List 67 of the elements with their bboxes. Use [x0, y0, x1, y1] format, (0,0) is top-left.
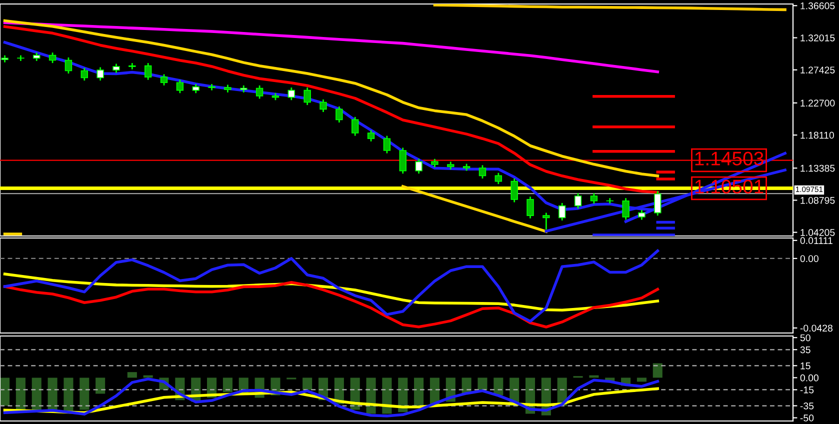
candlestick	[304, 86, 311, 106]
candlestick	[638, 209, 646, 220]
line-series	[3, 280, 660, 328]
candlestick	[383, 135, 391, 154]
candlestick	[48, 52, 56, 64]
candlestick	[494, 172, 502, 185]
y-tick-label: 1.32015	[800, 34, 835, 42]
y-tick-label: 0.01111	[800, 237, 832, 244]
candlestick	[160, 74, 168, 86]
candlestick	[510, 178, 518, 203]
candlestick	[176, 79, 184, 94]
bar	[80, 378, 90, 410]
bar	[127, 372, 137, 378]
candlestick	[526, 196, 534, 220]
candlestick	[96, 66, 104, 82]
bar	[222, 378, 232, 392]
bar	[64, 378, 74, 412]
candlestick	[336, 106, 343, 124]
candlestick	[478, 164, 486, 180]
candlestick	[399, 147, 406, 174]
candlestick	[288, 86, 296, 101]
bar	[302, 378, 312, 390]
candlestick	[654, 190, 662, 216]
bar	[96, 378, 106, 394]
line-series	[3, 249, 660, 323]
bar	[652, 363, 662, 378]
line-series	[3, 21, 660, 74]
bar	[48, 378, 58, 410]
candlestick	[320, 98, 327, 113]
candlestick	[590, 192, 598, 204]
candlestick	[415, 158, 422, 174]
y-tick-label: 1.18110	[800, 132, 834, 139]
y-tick-label: 1.13385	[800, 164, 835, 172]
candlestick	[64, 56, 72, 74]
y-tick-label: -0.0428	[800, 324, 832, 332]
candlestick	[558, 202, 566, 222]
y-tick-label: 15	[800, 362, 810, 370]
candlestick	[622, 197, 630, 220]
candlestick	[542, 212, 550, 230]
y-tick-label: 1.27425	[800, 66, 835, 74]
bar	[0, 378, 10, 406]
y-tick-label: -35	[800, 402, 814, 410]
candlestick	[80, 67, 88, 82]
y-tick-label: 35	[800, 346, 810, 354]
y-tick-label: -50	[800, 414, 814, 422]
candlestick	[367, 130, 375, 142]
bar	[478, 378, 488, 390]
y-tick-label: 1.36605	[800, 2, 835, 10]
candlestick	[112, 63, 120, 74]
y-tick-label: 1.08795	[800, 196, 835, 204]
candlestick	[192, 83, 200, 94]
annotation: 1.10501	[695, 180, 764, 194]
candlestick	[256, 84, 264, 100]
bar	[16, 378, 26, 410]
candlestick	[574, 192, 582, 210]
y-tick-label: 1.22700	[800, 100, 835, 107]
y-tick-label: -15	[800, 386, 814, 394]
y-tick-label: 1.04205	[800, 229, 835, 236]
candlestick	[351, 116, 359, 137]
y-tick-label: 0.00	[800, 255, 818, 262]
bar	[382, 378, 392, 414]
y-tick-label: 50	[800, 334, 810, 342]
line-series	[401, 185, 548, 233]
line-series	[3, 378, 660, 418]
bar	[636, 378, 646, 382]
y-tick-label: 0.00	[800, 374, 818, 382]
candlestick	[144, 62, 152, 81]
